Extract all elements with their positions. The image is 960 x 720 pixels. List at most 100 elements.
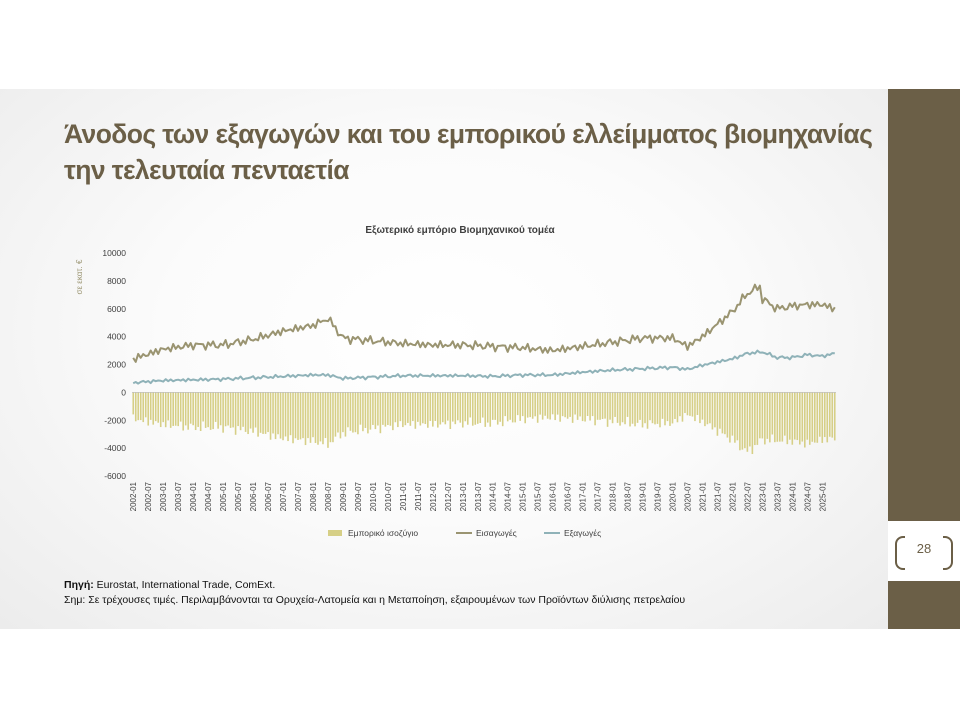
balance-bar [179,392,182,422]
x-tick-label: 2006-07 [264,481,273,511]
balance-bar [561,392,564,417]
balance-bar [214,392,217,422]
balance-bar [586,392,589,417]
balance-bar [579,392,581,417]
balance-bar [761,392,764,439]
balance-bar [796,392,799,441]
chart-title: Εξωτερικό εμπόριο Βιομηχανικού τομέα [365,225,555,236]
source-line: Πηγή: Eurostat, International Trade, Com… [64,578,685,593]
balance-bar [606,392,609,427]
balance-bar [634,392,636,427]
balance-bar [686,392,689,416]
y-tick-label: -4000 [104,443,126,453]
x-tick-label: 2008-01 [309,481,318,511]
balance-bar [137,392,140,421]
x-tick-label: 2023-07 [773,481,782,511]
balance-bar [784,392,786,436]
balance-bar [826,392,829,443]
balance-bar [434,392,437,421]
balance-bar [711,392,714,430]
balance-bar [134,392,137,422]
x-tick-label: 2005-07 [234,481,243,511]
balance-bar [224,392,227,427]
balance-bar [511,392,514,423]
balance-bar [823,392,826,438]
balance-bar [734,392,736,443]
balance-bar [654,392,656,425]
balance-bar [259,392,262,433]
balance-bar [484,392,487,427]
balance-bar [676,392,679,423]
x-tick-label: 2013-01 [459,481,468,511]
balance-bar [574,392,576,415]
x-tick-label: 2017-07 [594,481,603,511]
balance-bar [177,392,179,427]
balance-bar [364,392,367,428]
balance-bar [407,392,409,423]
balance-bar [414,392,417,429]
balance-bar [189,392,192,424]
balance-bar [584,392,586,422]
x-axis: 2002-01 2002-07 2003-01 2003-07 2004-01 2004-… [129,481,827,511]
balance-bar [539,392,541,415]
balance-bar [471,392,474,426]
balance-bar [199,392,202,432]
balance-bar [164,392,167,428]
balance-bar [629,392,631,427]
balance-bar [671,392,674,424]
x-tick-label: 2019-01 [639,481,648,511]
balance-bar [679,392,681,417]
x-tick-label: 2004-01 [189,481,198,511]
x-tick-label: 2018-07 [624,481,633,511]
balance-bar [791,392,794,445]
balance-bar [724,392,726,435]
balance-bar [437,392,439,428]
balance-bar [534,392,536,417]
balance-bar [419,392,422,426]
balance-bar [222,392,224,433]
legend-label: Εμπορικό ισοζύγιο [348,528,418,538]
balance-bar [803,392,806,448]
balance-bar [232,392,234,428]
balance-bar [749,392,751,447]
balance-bar [194,392,197,431]
x-tick-label: 2020-07 [684,481,693,511]
series-lines [132,283,836,385]
balance-bar [706,392,709,425]
left-bracket [895,536,905,570]
balance-bar [209,392,212,430]
balance-bar [521,392,524,417]
balance-bar [594,392,596,426]
balance-bar [299,392,302,440]
balance-bar [716,392,719,436]
balance-bar [624,392,626,425]
legend-swatch-balance [328,530,342,536]
balance-bar [312,392,314,438]
balance-bar [172,392,174,426]
x-tick-label: 2017-01 [579,481,588,511]
x-tick-label: 2009-07 [354,481,363,511]
balance-bar [656,392,659,424]
balance-bar [187,392,189,430]
right-bracket [943,536,953,570]
balance-bar [449,392,452,430]
x-tick-label: 2012-07 [444,481,453,511]
balance-bar [616,392,619,423]
x-tick-label: 2015-01 [519,481,528,511]
balance-bar [576,392,579,420]
balance-bar [342,392,344,433]
balance-bar [277,392,279,435]
balance-bar [154,392,157,422]
balance-bar [244,392,247,432]
balance-bar [219,392,222,426]
balance-bar [828,392,831,437]
balance-bar [714,392,716,428]
balance-bar [499,392,502,422]
balance-bar [696,392,699,415]
balance-bar [237,392,239,427]
balance-bar [554,392,556,421]
legend-label: Εξαγωγές [564,528,601,538]
balance-bar [799,392,801,445]
balance-bar [661,392,664,419]
balance-bar [152,392,155,425]
